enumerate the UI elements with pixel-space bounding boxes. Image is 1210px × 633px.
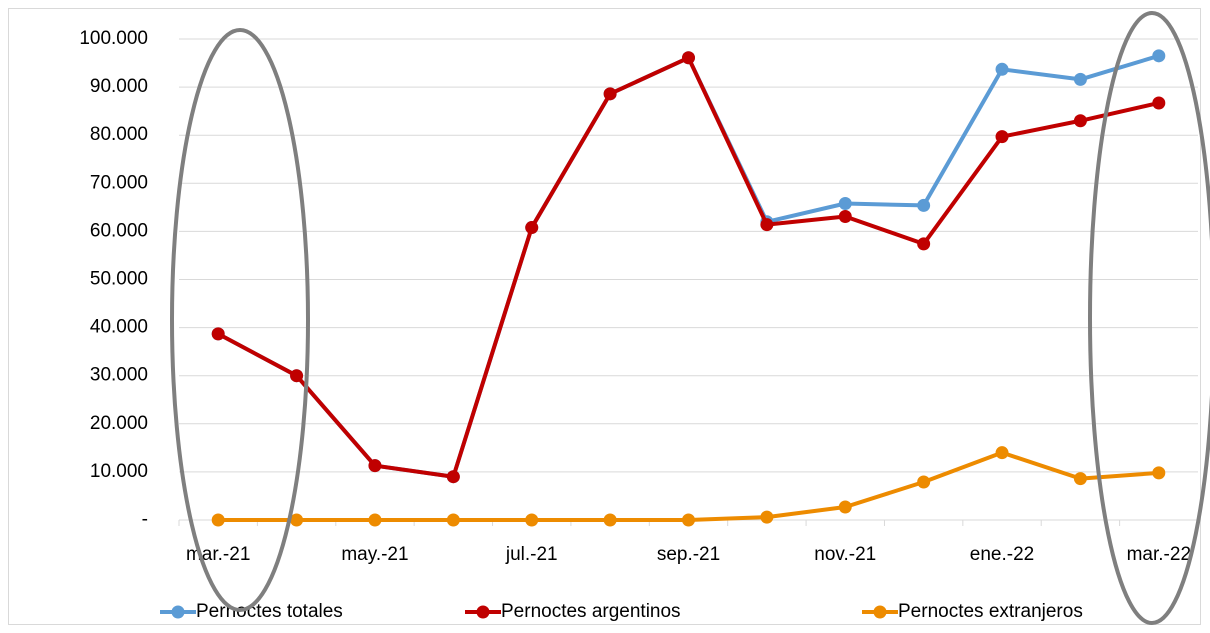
- data-point: [1073, 72, 1087, 86]
- data-point: [917, 198, 931, 212]
- data-point: [603, 513, 617, 527]
- legend-label: Pernoctes extranjeros: [898, 601, 1083, 622]
- data-point: [211, 327, 225, 341]
- highlight-oval: [170, 28, 310, 612]
- x-tick-label: nov.-21: [814, 544, 876, 565]
- data-point: [917, 475, 931, 489]
- y-tick-label: 100.000: [79, 28, 148, 49]
- legend-marker: [171, 605, 185, 619]
- data-point: [838, 197, 852, 211]
- data-point: [603, 87, 617, 101]
- y-tick-label: 40.000: [90, 317, 148, 338]
- y-tick-label: 60.000: [90, 220, 148, 241]
- legend-marker: [873, 605, 887, 619]
- y-tick-label: 90.000: [90, 76, 148, 97]
- data-point: [682, 51, 695, 65]
- x-tick-label: jul.-21: [505, 544, 558, 565]
- x-tick-label: may.-21: [341, 544, 408, 565]
- data-point: [838, 500, 852, 514]
- data-point: [682, 513, 695, 527]
- highlight-oval: [1088, 11, 1210, 625]
- data-point: [525, 221, 539, 235]
- data-point: [211, 513, 225, 527]
- data-point: [1152, 466, 1166, 480]
- data-point: [1073, 114, 1087, 128]
- data-point: [995, 62, 1009, 76]
- plot-area: - 10.000 20.000 30.000 40.000 50.000 60.000 70.…: [79, 28, 1199, 565]
- data-point: [446, 470, 460, 484]
- data-point: [838, 209, 852, 223]
- data-point: [525, 513, 539, 527]
- data-point: [1152, 96, 1166, 110]
- y-tick-label: 20.000: [90, 413, 148, 434]
- data-point: [446, 513, 460, 527]
- y-tick-label: 10.000: [90, 461, 148, 482]
- x-tick-label: ene.-22: [970, 544, 1034, 565]
- y-tick-label: -: [142, 509, 148, 530]
- y-tick-label: 30.000: [90, 365, 148, 386]
- legend-label: Pernoctes totales: [196, 601, 343, 622]
- data-point: [760, 510, 774, 524]
- x-tick-label: mar.-22: [1127, 544, 1191, 565]
- data-point: [290, 369, 304, 383]
- data-point: [995, 130, 1009, 144]
- data-point: [368, 513, 382, 527]
- y-tick-label: 80.000: [90, 124, 148, 145]
- legend-marker: [476, 605, 490, 619]
- data-point: [760, 218, 774, 232]
- data-point: [1073, 472, 1087, 486]
- data-point: [995, 446, 1009, 460]
- y-tick-label: 50.000: [90, 269, 148, 290]
- legend-label: Pernoctes argentinos: [501, 601, 681, 622]
- x-tick-label: sep.-21: [657, 544, 720, 565]
- data-point: [368, 459, 382, 473]
- annotation-ovals: [170, 11, 1210, 625]
- data-point: [917, 237, 931, 251]
- data-point: [1152, 49, 1166, 63]
- y-tick-label: 70.000: [90, 172, 148, 193]
- data-point: [290, 513, 304, 527]
